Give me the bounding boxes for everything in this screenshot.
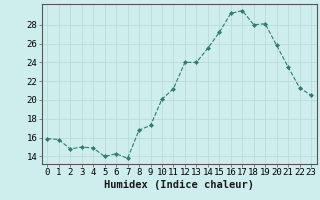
X-axis label: Humidex (Indice chaleur): Humidex (Indice chaleur) <box>104 180 254 190</box>
